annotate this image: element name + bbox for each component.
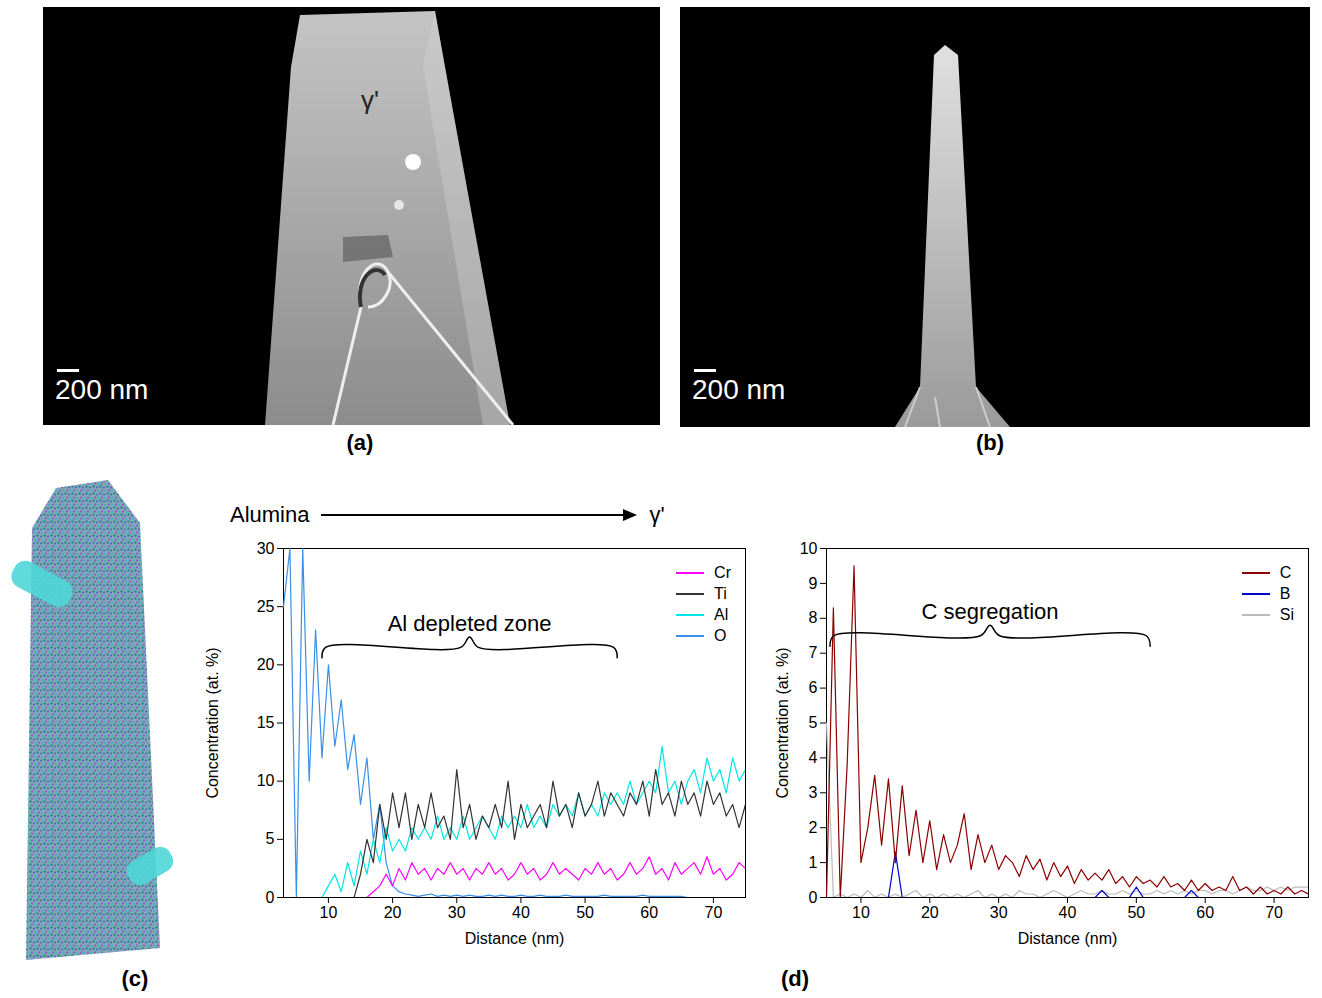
html-text:γ': γ' xyxy=(649,502,665,527)
svg-text:10: 10 xyxy=(852,904,870,921)
svg-text:1: 1 xyxy=(809,854,818,871)
html-text:(a): (a) xyxy=(346,430,374,455)
svg-text:30: 30 xyxy=(257,540,275,557)
svg-text:50: 50 xyxy=(1127,904,1145,921)
svg-text:Concentration (at. %): Concentration (at. %) xyxy=(204,647,221,798)
svg-text:5: 5 xyxy=(266,830,275,847)
svg-text:20: 20 xyxy=(921,904,939,921)
svg-text:60: 60 xyxy=(1196,904,1214,921)
svg-text:2: 2 xyxy=(809,819,818,836)
svg-text:10: 10 xyxy=(257,772,275,789)
html-text:B: B xyxy=(1279,584,1291,602)
svg-text:γ': γ' xyxy=(361,85,379,115)
svg-text:30: 30 xyxy=(990,904,1008,921)
html-text:Si: Si xyxy=(1279,605,1294,623)
svg-text:40: 40 xyxy=(512,904,530,921)
svg-text:20: 20 xyxy=(257,656,275,673)
svg-text:70: 70 xyxy=(705,904,723,921)
svg-text:200 nm: 200 nm xyxy=(55,374,148,405)
svg-text:20: 20 xyxy=(384,904,402,921)
svg-text:6: 6 xyxy=(809,679,818,696)
html-text:Al: Al xyxy=(714,605,729,623)
html-text:Ti: Ti xyxy=(714,584,727,602)
svg-text:8: 8 xyxy=(809,609,818,626)
svg-text:4: 4 xyxy=(809,749,818,766)
svg-text:0: 0 xyxy=(809,889,818,906)
html-text:(c): (c) xyxy=(121,966,149,991)
svg-text:C segregation: C segregation xyxy=(922,599,1059,624)
svg-text:Al depleted zone: Al depleted zone xyxy=(388,611,552,636)
html-text:(d): (d) xyxy=(781,966,809,991)
svg-text:7: 7 xyxy=(809,644,818,661)
svg-text:3: 3 xyxy=(809,784,818,801)
svg-text:9: 9 xyxy=(809,575,818,592)
svg-text:Concentration (at. %): Concentration (at. %) xyxy=(774,647,791,798)
svg-text:10: 10 xyxy=(800,540,818,557)
svg-text:30: 30 xyxy=(448,904,466,921)
svg-text:5: 5 xyxy=(809,714,818,731)
svg-text:25: 25 xyxy=(257,598,275,615)
html-text:C: C xyxy=(1279,563,1292,581)
svg-text:10: 10 xyxy=(320,904,338,921)
svg-text:0: 0 xyxy=(266,889,275,906)
svg-text:200 nm: 200 nm xyxy=(692,374,785,405)
svg-text:40: 40 xyxy=(1059,904,1077,921)
html-text:Cr: Cr xyxy=(714,563,731,581)
svg-text:50: 50 xyxy=(576,904,594,921)
svg-text:Distance (nm): Distance (nm) xyxy=(465,930,565,947)
svg-text:60: 60 xyxy=(640,904,658,921)
html-text:Alumina: Alumina xyxy=(230,502,310,527)
html-text:O: O xyxy=(714,626,727,644)
svg-text:15: 15 xyxy=(257,714,275,731)
svg-text:Distance (nm): Distance (nm) xyxy=(1018,930,1118,947)
html-text:(b): (b) xyxy=(976,430,1004,455)
svg-text:70: 70 xyxy=(1265,904,1283,921)
